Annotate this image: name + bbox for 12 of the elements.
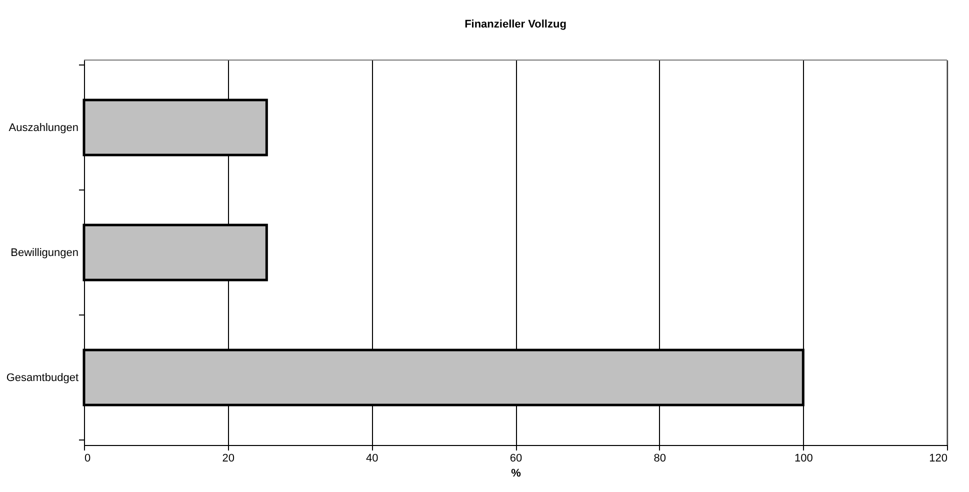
- y-tick-label: Bewilligungen: [10, 247, 78, 259]
- chart-title: Finanzieller Vollzug: [464, 18, 566, 30]
- y-tick-label: Auszahlungen: [8, 122, 78, 134]
- x-tick-label: 120: [929, 452, 948, 464]
- x-tick-label: 100: [794, 452, 813, 464]
- x-tick-label: 20: [222, 452, 234, 464]
- x-tick-label: 0: [84, 452, 91, 464]
- x-tick-label: 40: [366, 452, 378, 464]
- x-tick-label: 60: [510, 452, 522, 464]
- y-tick-label: Gesamtbudget: [6, 372, 78, 384]
- x-axis-title: %: [511, 468, 522, 480]
- x-tick-label: 80: [654, 452, 666, 464]
